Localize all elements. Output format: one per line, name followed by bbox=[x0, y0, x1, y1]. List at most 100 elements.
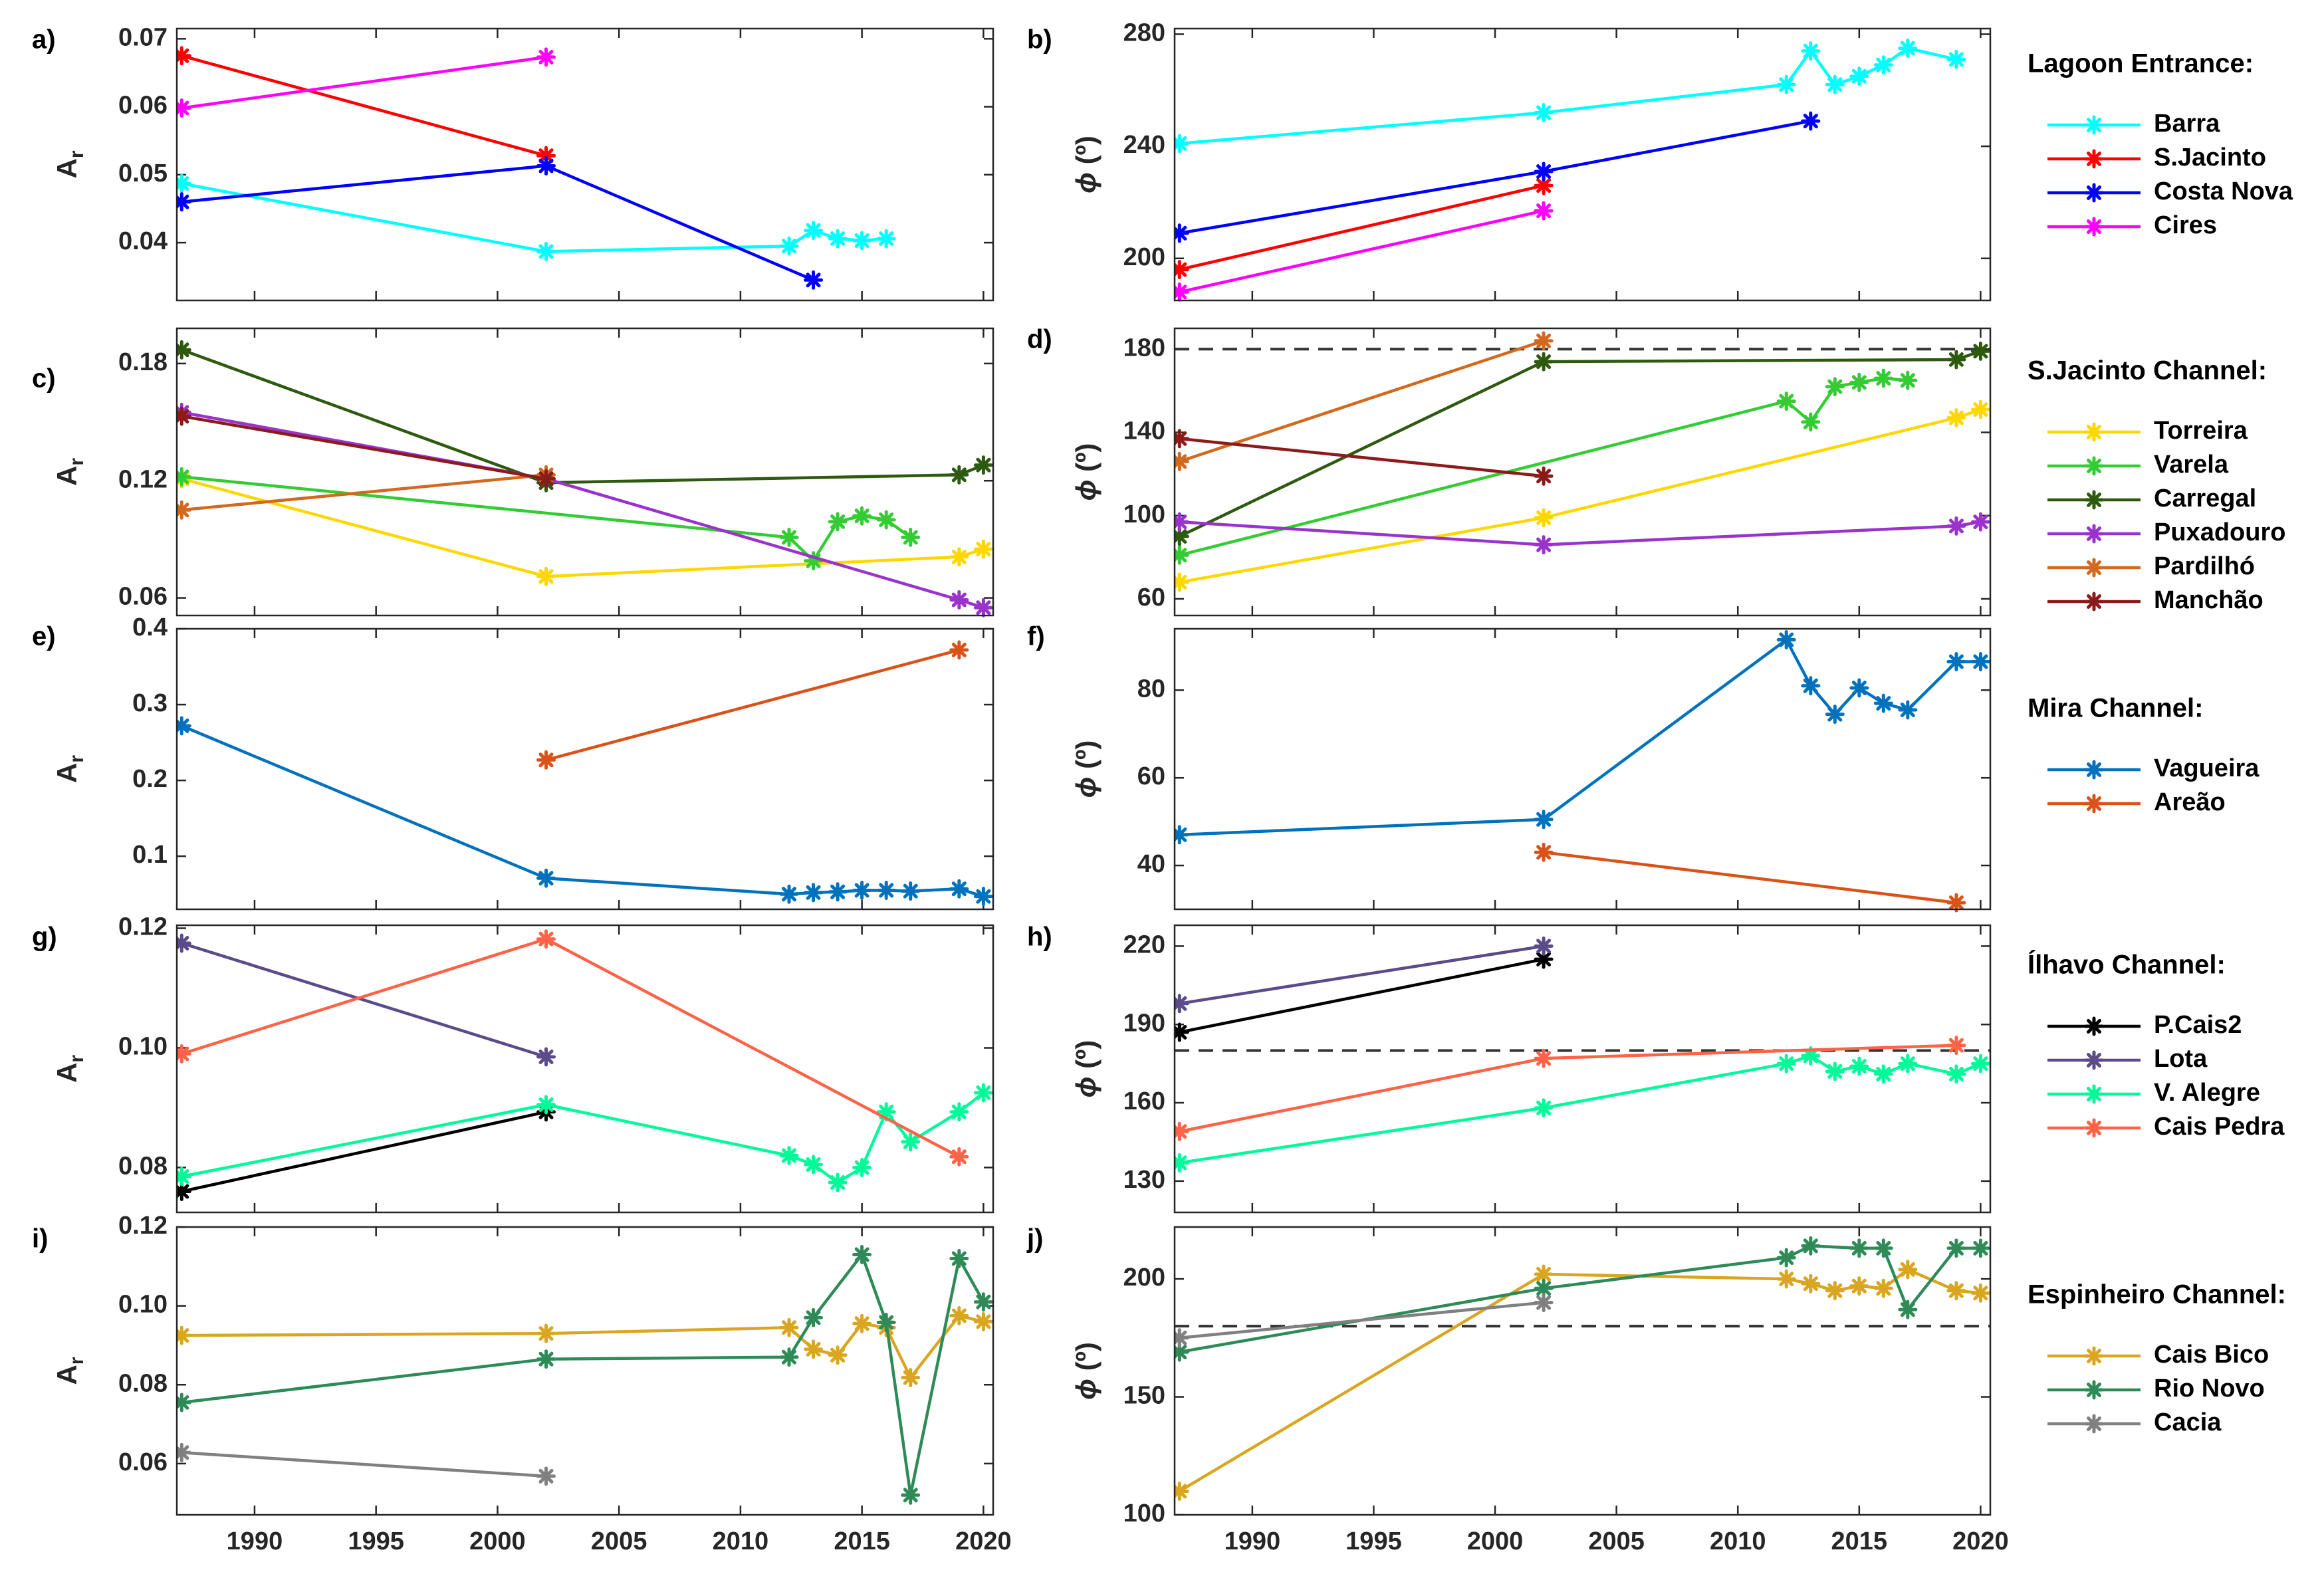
series-line-Cacia bbox=[181, 1451, 546, 1478]
data-point-Cais Bico bbox=[1849, 1276, 1869, 1296]
star-marker-stroke bbox=[538, 1326, 554, 1341]
star-marker-stroke bbox=[1175, 827, 1187, 842]
star-marker-stroke bbox=[1973, 402, 1988, 417]
star-marker-stroke bbox=[177, 409, 189, 423]
y-tick-label: 100 bbox=[1123, 1500, 1165, 1527]
data-point-Barra bbox=[852, 231, 872, 251]
star-marker-stroke bbox=[1900, 41, 1915, 56]
star-marker-stroke bbox=[538, 931, 554, 947]
data-point-Rio Novo bbox=[1946, 1238, 1966, 1258]
star-marker-stroke bbox=[1851, 1278, 1867, 1293]
data-point-Varela bbox=[1849, 372, 1869, 392]
data-point-Rio Novo bbox=[804, 1307, 823, 1327]
star-marker-stroke bbox=[177, 503, 189, 517]
data-point-Carregal bbox=[177, 340, 191, 360]
series-line-Vagueira bbox=[1179, 638, 1981, 837]
star-marker-stroke bbox=[1536, 845, 1552, 860]
plot-frame bbox=[1173, 27, 1992, 302]
x-tick-label: 2005 bbox=[1588, 1527, 1645, 1555]
x-tick-label: 2020 bbox=[1952, 1527, 2009, 1555]
star-marker-stroke bbox=[177, 176, 189, 191]
series-line-V. Alegre bbox=[181, 1091, 985, 1184]
star-marker-stroke bbox=[854, 233, 870, 248]
star-marker-stroke bbox=[879, 883, 894, 898]
data-point-V. Alegre bbox=[901, 1132, 921, 1152]
data-point-S.Jacinto bbox=[1175, 260, 1189, 280]
y-tick-label: 0.10 bbox=[118, 1291, 168, 1319]
series-group bbox=[1175, 1236, 1990, 1501]
data-point-Barra bbox=[1898, 39, 1918, 58]
star-marker-stroke bbox=[1536, 105, 1552, 120]
data-point-Barra bbox=[828, 229, 848, 249]
legend-label: Pardilhó bbox=[2154, 552, 2255, 580]
star-marker-stroke bbox=[903, 1488, 918, 1503]
star-marker-stroke bbox=[806, 1310, 821, 1325]
legend-label: Puxadouro bbox=[2154, 518, 2285, 546]
data-point-Varela bbox=[1873, 368, 1893, 388]
y-axis-label: ϕ (º) bbox=[1070, 1342, 1102, 1400]
series-line-Torreira bbox=[1179, 407, 1982, 584]
star-marker-stroke bbox=[1536, 333, 1552, 348]
star-marker-stroke bbox=[177, 194, 189, 209]
plot-frame bbox=[175, 924, 994, 1214]
data-point-Rio Novo bbox=[2084, 1380, 2104, 1400]
data-point-Vagueira bbox=[1849, 678, 1869, 698]
data-point-Cais Bico bbox=[1825, 1281, 1845, 1301]
y-axis-label: Ar bbox=[51, 1055, 88, 1083]
y-tick-label: 200 bbox=[1123, 243, 1165, 271]
x-tick-label: 2000 bbox=[469, 1527, 526, 1555]
data-point-Torreira bbox=[1970, 399, 1990, 419]
data-point-Carregal bbox=[1970, 341, 1990, 361]
data-point-Lota bbox=[1534, 936, 1554, 956]
star-marker-stroke bbox=[1803, 678, 1818, 693]
star-marker-stroke bbox=[1175, 1345, 1187, 1359]
star-marker-stroke bbox=[2087, 1087, 2101, 1101]
data-point-S.Jacinto bbox=[2084, 149, 2104, 169]
panel-a: a) 0.04 0.05 0.06 0.07 Ar bbox=[32, 23, 994, 302]
data-point-Manchão bbox=[536, 469, 556, 489]
star-marker-stroke bbox=[1948, 1066, 1964, 1081]
data-point-Rio Novo bbox=[852, 1245, 872, 1264]
data-point-Cais Pedra bbox=[177, 1044, 191, 1064]
data-point-S.Jacinto bbox=[177, 46, 191, 66]
data-point-Carregal bbox=[1534, 352, 1554, 372]
data-point-Cais Bico bbox=[2084, 1346, 2104, 1366]
star-marker-stroke bbox=[538, 50, 554, 64]
y-axis-label-main: A bbox=[51, 1063, 82, 1083]
data-point-V. Alegre bbox=[949, 1102, 969, 1122]
series-line-Areão bbox=[545, 648, 960, 762]
data-point-Varela bbox=[1825, 377, 1845, 397]
panel-label: i) bbox=[32, 1224, 48, 1254]
data-point-Costa Nova bbox=[177, 192, 191, 212]
star-marker-stroke bbox=[854, 1247, 870, 1262]
star-marker-stroke bbox=[782, 1148, 796, 1163]
star-marker-stroke bbox=[1827, 707, 1843, 722]
plot-frame bbox=[175, 627, 994, 911]
star-marker-stroke bbox=[2087, 1053, 2101, 1067]
star-marker-stroke bbox=[1175, 454, 1187, 469]
star-marker-stroke bbox=[1876, 371, 1891, 386]
y-tick-label: 0.18 bbox=[118, 348, 168, 376]
y-tick-label: 0.10 bbox=[118, 1033, 168, 1061]
data-point-Rio Novo bbox=[1970, 1238, 1990, 1258]
star-marker-stroke bbox=[951, 1149, 967, 1165]
star-marker-stroke bbox=[782, 1320, 796, 1335]
star-marker-stroke bbox=[951, 592, 967, 608]
legend-label: Torreira bbox=[2154, 417, 2248, 445]
star-marker-stroke bbox=[1973, 514, 1988, 530]
star-marker-stroke bbox=[1876, 1241, 1891, 1256]
star-marker-stroke bbox=[1973, 1056, 1988, 1071]
star-marker-stroke bbox=[1827, 379, 1843, 394]
star-marker-stroke bbox=[2087, 493, 2101, 507]
series-line-Costa Nova bbox=[1179, 119, 1811, 235]
star-marker-stroke bbox=[1175, 225, 1187, 241]
star-marker-stroke bbox=[976, 600, 991, 616]
y-tick-label: 130 bbox=[1123, 1166, 1165, 1194]
y-tick-label: 0.06 bbox=[118, 583, 168, 611]
data-point-Lota bbox=[1175, 994, 1189, 1014]
star-marker-stroke bbox=[1827, 1064, 1843, 1079]
data-point-V. Alegre bbox=[779, 1146, 799, 1165]
star-marker-stroke bbox=[1536, 1295, 1552, 1310]
series-line-Cacia bbox=[1179, 1301, 1544, 1340]
series-line-Torreira bbox=[181, 477, 985, 578]
